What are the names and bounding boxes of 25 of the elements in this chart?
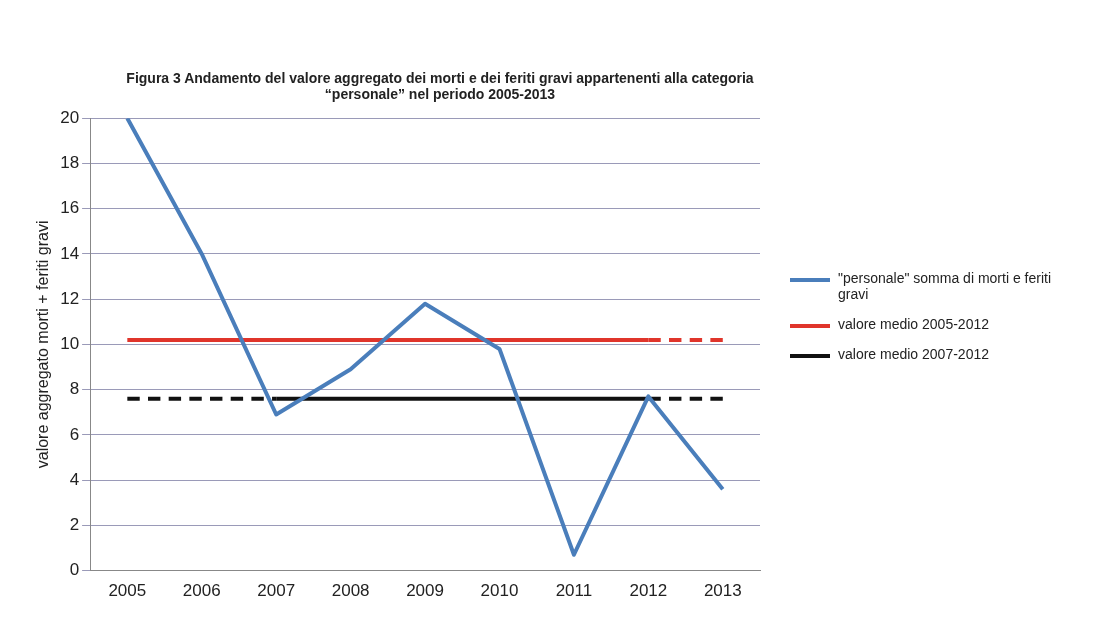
y-tick-label: 16 [60,198,80,218]
x-tick-label: 2007 [257,581,296,601]
y-axis-title: valore aggregato morti + feriti gravi [34,220,52,469]
x-tick-label: 2013 [703,581,742,601]
y-tick-label: 8 [69,379,80,399]
y-tick-label: 6 [69,424,80,444]
y-tick-label: 18 [60,153,80,173]
y-tick-label: 12 [60,288,80,308]
x-tick-label: 2012 [629,581,668,601]
legend-label: valore medio 2007-2012 [838,346,989,362]
x-tick-label: 2009 [406,581,444,601]
chart-title: Figura 3 Andamento del valore aggregato dei morti e dei feriti gravi appartenenti alla categoria “personale” nel periodo 2005-2013 [125,70,755,102]
x-tick-label: 2011 [555,581,593,601]
y-tick-label: 4 [69,469,80,489]
y-tick-label: 2 [69,515,80,535]
x-tick-label: 2006 [182,581,221,601]
legend-label: valore medio 2005-2012 [838,316,989,332]
x-tick-label: 2005 [108,581,147,601]
y-tick-label: 14 [60,243,80,263]
y-tick-label: 20 [60,107,80,127]
y-tick-label: 0 [69,560,80,580]
x-tick-label: 2008 [331,581,370,601]
y-tick-label: 10 [60,334,80,354]
legend-label: "personale" somma di morti e feriti gravi [838,270,1052,302]
x-tick-label: 2010 [480,581,519,601]
